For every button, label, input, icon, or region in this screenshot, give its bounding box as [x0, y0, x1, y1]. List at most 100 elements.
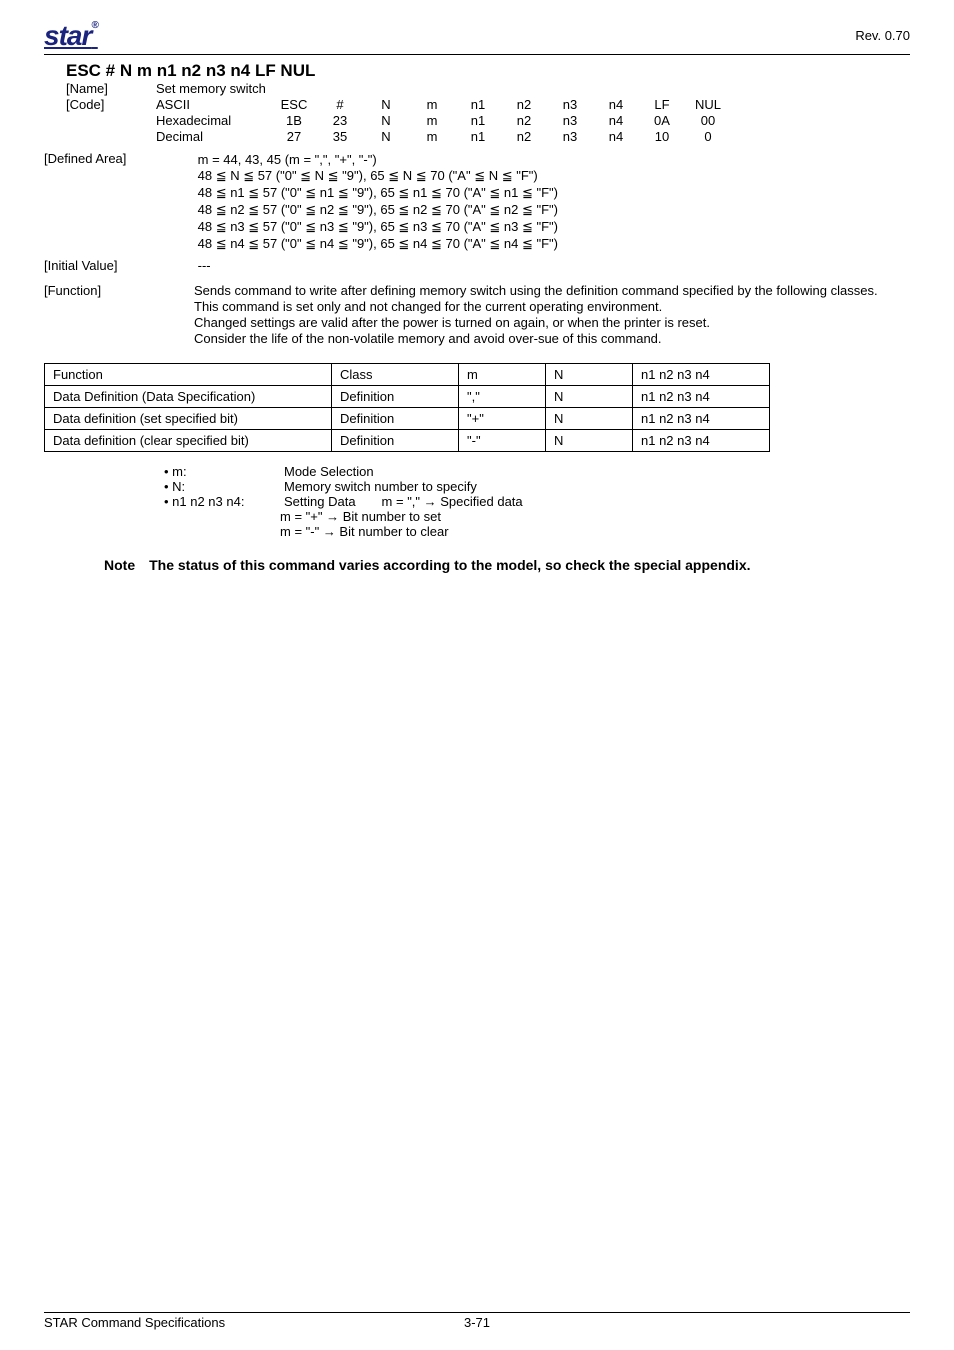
- table-cell: n1 n2 n3 n4: [633, 386, 770, 408]
- code-cell: n1: [460, 129, 506, 145]
- table-cell: Data definition (set specified bit): [45, 408, 332, 430]
- code-cell: LF: [644, 97, 690, 113]
- footer-left: STAR Command Specifications: [44, 1315, 225, 1330]
- name-value: Set memory switch: [156, 81, 736, 97]
- range-line: 48 ≦ n1 ≦ 57 ("0" ≦ n1 ≦ "9"), 65 ≦ n1 ≦…: [198, 185, 558, 201]
- legend-row: • N: Memory switch number to specify: [164, 479, 910, 494]
- code-cell: n3: [552, 113, 598, 129]
- note-text: Note The status of this command varies a…: [104, 557, 900, 573]
- code-row-label: Decimal: [156, 129, 276, 145]
- code-cell: m: [414, 113, 460, 129]
- name-label: [Name]: [66, 81, 156, 97]
- code-cell: n2: [506, 129, 552, 145]
- initial-value-section: [Initial Value] ---: [44, 258, 910, 273]
- range-line: 48 ≦ N ≦ 57 ("0" ≦ N ≦ "9"), 65 ≦ N ≦ 70…: [198, 168, 558, 184]
- legend-value: Memory switch number to specify: [284, 479, 477, 494]
- table-cell: n1 n2 n3 n4: [633, 408, 770, 430]
- table-cell: Definition: [332, 430, 459, 452]
- code-cell: 23: [322, 113, 368, 129]
- code-cell: n4: [598, 113, 644, 129]
- defined-area-label: [Defined Area]: [44, 151, 194, 166]
- code-cell: #: [322, 97, 368, 113]
- table-cell: N: [546, 408, 633, 430]
- command-metadata: [Name] Set memory switch [Code] ASCII ES…: [66, 81, 910, 145]
- logo-text: star: [44, 20, 91, 51]
- legend-subline: m = "+" → Bit number to set: [280, 509, 910, 524]
- footer-page-number: 3-71: [464, 1315, 490, 1330]
- legend-subline: m = "-" → Bit number to clear: [280, 524, 910, 539]
- function-section: [Function] Sends command to write after …: [44, 283, 910, 347]
- function-body: Sends command to write after defining me…: [194, 283, 878, 347]
- page-header: star® Rev. 0.70: [44, 20, 910, 55]
- code-cell: m: [414, 97, 460, 113]
- table-cell: N: [546, 430, 633, 452]
- legend-key: • n1 n2 n3 n4:: [164, 494, 284, 509]
- table-cell: Definition: [332, 408, 459, 430]
- initial-value-label: [Initial Value]: [44, 258, 194, 273]
- function-label: [Function]: [44, 283, 194, 347]
- table-cell: Definition: [332, 386, 459, 408]
- table-cell: n1 n2 n3 n4: [633, 430, 770, 452]
- code-cell: m: [414, 129, 460, 145]
- legend-key: • m:: [164, 464, 284, 479]
- function-line: Changed settings are valid after the pow…: [194, 315, 878, 330]
- table-row: Data Definition (Data Specification) Def…: [45, 386, 770, 408]
- defined-area-body: m = 44, 43, 45 (m = ",", "+", "-") 48 ≦ …: [198, 151, 558, 252]
- trademark-icon: ®: [91, 20, 97, 31]
- table-header: Function: [45, 364, 332, 386]
- table-cell: N: [546, 386, 633, 408]
- table-row: Data definition (clear specified bit) De…: [45, 430, 770, 452]
- code-cell: 10: [644, 129, 690, 145]
- logo: star®: [44, 20, 98, 52]
- code-cell: 0: [690, 129, 736, 145]
- code-cell: 35: [322, 129, 368, 145]
- table-header: N: [546, 364, 633, 386]
- code-row-label: Hexadecimal: [156, 113, 276, 129]
- table-header: Class: [332, 364, 459, 386]
- legend-value: Mode Selection: [284, 464, 374, 479]
- legend-row: • m: Mode Selection: [164, 464, 910, 479]
- code-row-label: ASCII: [156, 97, 276, 113]
- code-cell: N: [368, 129, 414, 145]
- range-line: 48 ≦ n3 ≦ 57 ("0" ≦ n3 ≦ "9"), 65 ≦ n3 ≦…: [198, 219, 558, 235]
- table-cell: Data Definition (Data Specification): [45, 386, 332, 408]
- code-cell: n4: [598, 97, 644, 113]
- code-cell: 27: [276, 129, 322, 145]
- table-cell: Data definition (clear specified bit): [45, 430, 332, 452]
- code-cell: 00: [690, 113, 736, 129]
- table-cell: "-": [459, 430, 546, 452]
- page-footer: STAR Command Specifications 3-71: [44, 1312, 910, 1330]
- table-header: m: [459, 364, 546, 386]
- code-cell: n1: [460, 97, 506, 113]
- code-cell: n3: [552, 129, 598, 145]
- revision-label: Rev. 0.70: [855, 20, 910, 43]
- code-cell: NUL: [690, 97, 736, 113]
- initial-value-body: ---: [198, 258, 211, 273]
- range-line: 48 ≦ n2 ≦ 57 ("0" ≦ n2 ≦ "9"), 65 ≦ n2 ≦…: [198, 202, 558, 218]
- code-cell: N: [368, 97, 414, 113]
- code-cell: N: [368, 113, 414, 129]
- code-cell: 1B: [276, 113, 322, 129]
- command-title: ESC # N m n1 n2 n3 n4 LF NUL: [66, 61, 910, 81]
- table-cell: ",": [459, 386, 546, 408]
- table-header-row: Function Class m N n1 n2 n3 n4: [45, 364, 770, 386]
- code-cell: ESC: [276, 97, 322, 113]
- legend-key: • N:: [164, 479, 284, 494]
- function-line: This command is set only and not changed…: [194, 299, 878, 314]
- range-line: m = 44, 43, 45 (m = ",", "+", "-"): [198, 152, 558, 167]
- table-row: Data definition (set specified bit) Defi…: [45, 408, 770, 430]
- legend-value: Setting Data m = "," → Specified data: [284, 494, 523, 509]
- code-cell: n2: [506, 97, 552, 113]
- code-cell: n4: [598, 129, 644, 145]
- code-cell: n2: [506, 113, 552, 129]
- function-line: Sends command to write after defining me…: [194, 283, 878, 298]
- defined-area-section: [Defined Area] m = 44, 43, 45 (m = ",", …: [44, 151, 910, 252]
- code-cell: 0A: [644, 113, 690, 129]
- class-table: Function Class m N n1 n2 n3 n4 Data Defi…: [44, 363, 770, 452]
- code-label: [Code]: [66, 97, 156, 113]
- table-cell: "+": [459, 408, 546, 430]
- range-line: 48 ≦ n4 ≦ 57 ("0" ≦ n4 ≦ "9"), 65 ≦ n4 ≦…: [198, 236, 558, 252]
- legend-row: • n1 n2 n3 n4: Setting Data m = "," → Sp…: [164, 494, 910, 509]
- legend: • m: Mode Selection • N: Memory switch n…: [164, 464, 910, 509]
- code-cell: n3: [552, 97, 598, 113]
